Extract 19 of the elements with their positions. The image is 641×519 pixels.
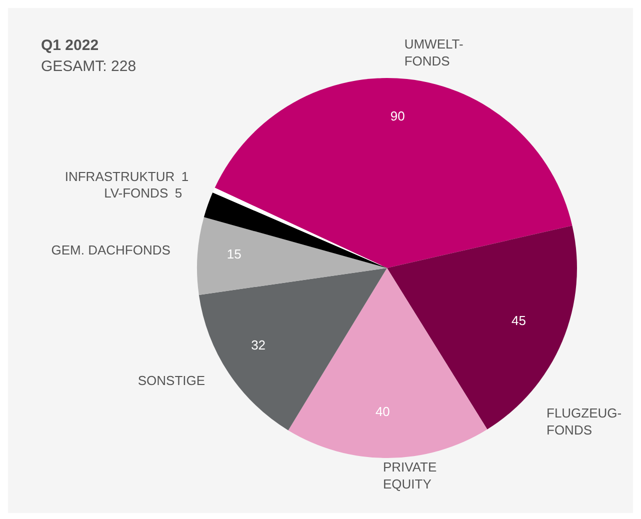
data-label: 32	[251, 337, 266, 352]
data-label: 40	[375, 404, 390, 419]
pie-slice	[288, 268, 488, 458]
data-label: 90	[390, 108, 405, 124]
pie-slice	[197, 217, 387, 295]
data-label: 1	[181, 168, 189, 184]
slice-label: GEM. DACHFONDS	[51, 242, 171, 257]
chart-title: Q1 2022	[41, 36, 100, 56]
data-label: 5	[174, 184, 182, 200]
slice-label: LV-FONDS	[104, 184, 168, 200]
slice-label: FLUGZEUG- FONDS	[546, 405, 622, 438]
slice-label: UMWELT- FONDS	[404, 36, 464, 68]
slice-label: SONSTIGE	[138, 372, 206, 388]
pie-slice	[214, 78, 572, 268]
text: GESAMT: 228	[41, 57, 136, 77]
data-label: 45	[512, 312, 526, 328]
data-label: 15	[226, 246, 242, 261]
slice-label: PRIVATE EQUITY	[382, 459, 437, 491]
slice-label: INFRASTRUKTUR	[64, 168, 175, 184]
